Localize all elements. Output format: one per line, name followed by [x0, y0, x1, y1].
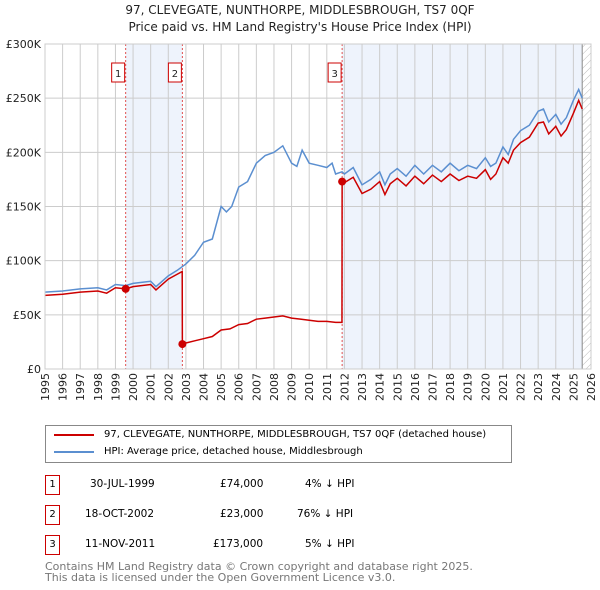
sale-marker-box — [111, 62, 126, 83]
x-tick-label: 2011 — [321, 373, 334, 401]
x-tick-label: 1999 — [109, 373, 122, 401]
chart-subtitle: Price paid vs. HM Land Registry's House … — [128, 20, 472, 34]
x-tick-label: 2008 — [268, 373, 281, 401]
sale-point — [121, 284, 130, 293]
sale-date: 18-OCT-2002 — [85, 508, 154, 520]
x-tick-label: 2013 — [356, 373, 369, 401]
x-tick-label: 2019 — [462, 373, 475, 401]
marker-badge: 3 — [45, 535, 60, 555]
sale-marker-label: 1 — [115, 69, 121, 80]
x-tick-label: 2020 — [479, 373, 492, 401]
sale-marker-label: 3 — [331, 69, 337, 80]
plot-frame — [44, 43, 592, 370]
x-tick-label: 2003 — [180, 373, 193, 401]
sale-point — [338, 177, 347, 186]
price-chart: 1995 1996 1997 1998 1999 2000 2001 2002 2003 2004… — [6, 38, 598, 401]
footer-line-2: This data is licensed under the Open Gov… — [45, 571, 396, 584]
x-tick-label: 2017 — [426, 373, 439, 401]
x-tick-label: 2002 — [162, 373, 175, 401]
y-tick-label: £150K — [6, 201, 42, 214]
x-tick-label: 2001 — [145, 373, 158, 401]
sale-date: 11-NOV-2011 — [85, 538, 156, 550]
x-tick-label: 2000 — [127, 373, 140, 401]
x-tick-label: 2004 — [198, 373, 211, 401]
legend-property-label: 97, CLEVEGATE, NUNTHORPE, MIDDLESBROUGH,… — [104, 429, 487, 440]
footer: Contains HM Land Registry data © Crown c… — [45, 561, 473, 583]
x-tick-label: 2022 — [515, 373, 528, 401]
x-tick-label: 2014 — [374, 373, 387, 401]
x-tick-label: 2009 — [286, 373, 299, 401]
marker-badge: 2 — [45, 505, 60, 525]
y-tick-label: £250K — [6, 92, 42, 105]
hpi-delta: 76% ↓ HPI — [297, 508, 354, 520]
x-tick-label: 2015 — [391, 373, 404, 401]
x-tick-label: 2018 — [444, 373, 457, 401]
x-tick-label: 2021 — [497, 373, 510, 401]
sale-point — [178, 340, 187, 349]
x-tick-label: 2005 — [215, 373, 228, 401]
hpi-delta: 5% ↓ HPI — [305, 538, 355, 550]
x-tick-label: 2006 — [233, 373, 246, 401]
y-tick-label: £100K — [6, 255, 42, 268]
sale-price: £173,000 — [213, 538, 264, 550]
legend-hpi-line — [54, 450, 94, 453]
legend: 97, CLEVEGATE, NUNTHORPE, MIDDLESBROUGH,… — [45, 425, 512, 463]
marker-badge: 1 — [45, 475, 60, 495]
x-tick-label: 2023 — [532, 373, 545, 401]
sale-date: 30-JUL-1999 — [90, 478, 155, 490]
x-tick-label: 2026 — [585, 373, 598, 401]
transaction-row: 1 30-JUL-1999 £74,000 4% ↓ HPI — [45, 475, 545, 495]
x-tick-label: 1996 — [57, 373, 70, 401]
x-tick-label: 2024 — [550, 373, 563, 401]
transaction-row: 3 11-NOV-2011 £173,000 5% ↓ HPI — [45, 535, 545, 555]
y-tick-label: £200K — [6, 146, 42, 159]
legend-hpi-label: HPI: Average price, detached house, Midd… — [104, 446, 363, 457]
x-tick-label: 1998 — [92, 373, 105, 401]
x-tick-label: 2010 — [303, 373, 316, 401]
sale-marker-box — [327, 62, 342, 83]
legend-property-line — [54, 433, 94, 436]
x-tick-label: 1997 — [74, 373, 87, 401]
x-tick-label: 2016 — [409, 373, 422, 401]
y-tick-label: £300K — [6, 38, 42, 51]
footer-line-1: Contains HM Land Registry data © Crown c… — [45, 560, 473, 573]
x-tick-label: 1995 — [39, 373, 52, 401]
hpi-series-line — [44, 87, 583, 293]
y-tick-label: £0 — [27, 363, 41, 376]
x-tick-label: 2012 — [338, 373, 351, 401]
y-tick-label: £50K — [13, 309, 42, 322]
sale-marker-box — [167, 62, 182, 83]
x-tick-label: 2007 — [250, 373, 263, 401]
x-tick-label: 2025 — [567, 373, 580, 401]
transaction-row: 2 18-OCT-2002 £23,000 76% ↓ HPI — [45, 505, 545, 525]
sale-price: £74,000 — [220, 478, 264, 490]
sale-price: £23,000 — [220, 508, 264, 520]
chart-title: 97, CLEVEGATE, NUNTHORPE, MIDDLESBROUGH,… — [125, 3, 475, 17]
sale-marker-label: 2 — [172, 69, 178, 80]
hpi-delta: 4% ↓ HPI — [305, 478, 355, 490]
